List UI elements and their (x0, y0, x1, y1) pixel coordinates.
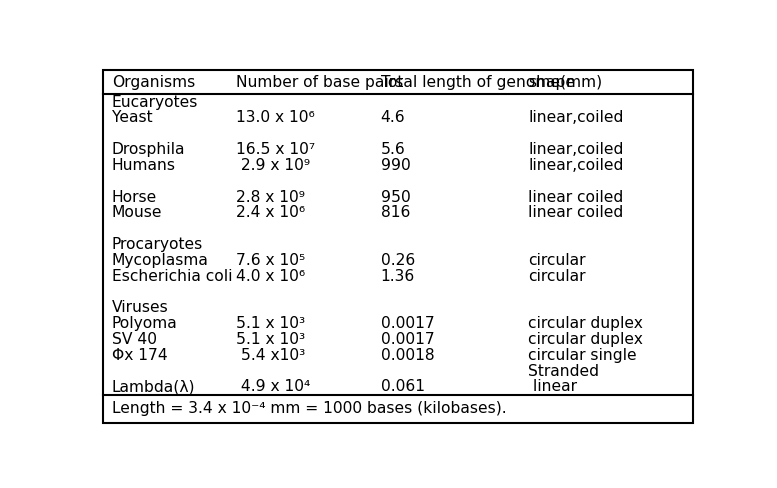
Text: Eucaryotes: Eucaryotes (112, 95, 198, 110)
Text: linear,coiled: linear,coiled (528, 110, 623, 125)
Text: 950: 950 (381, 190, 410, 204)
Text: 0.0018: 0.0018 (381, 348, 434, 363)
Text: circular duplex: circular duplex (528, 316, 643, 331)
Text: 0.061: 0.061 (381, 380, 424, 394)
Text: Mouse: Mouse (112, 205, 162, 221)
Text: Mycoplasma: Mycoplasma (112, 253, 209, 268)
Text: Procaryotes: Procaryotes (112, 237, 204, 252)
Text: Length = 3.4 x 10⁻⁴ mm = 1000 bases (kilobases).: Length = 3.4 x 10⁻⁴ mm = 1000 bases (kil… (112, 402, 507, 416)
Text: 7.6 x 10⁵: 7.6 x 10⁵ (236, 253, 305, 268)
Text: circular single: circular single (528, 348, 636, 363)
Text: 16.5 x 10⁷: 16.5 x 10⁷ (236, 142, 315, 157)
Text: Lambda(λ): Lambda(λ) (112, 380, 196, 394)
Text: Polyoma: Polyoma (112, 316, 178, 331)
Text: 13.0 x 10⁶: 13.0 x 10⁶ (236, 110, 315, 125)
Text: 2.4 x 10⁶: 2.4 x 10⁶ (236, 205, 305, 221)
Text: 990: 990 (381, 158, 410, 173)
Text: 4.9 x 10⁴: 4.9 x 10⁴ (236, 380, 310, 394)
Text: linear,coiled: linear,coiled (528, 142, 623, 157)
Text: Horse: Horse (112, 190, 157, 204)
Text: Number of base pairs: Number of base pairs (236, 75, 403, 89)
Text: linear: linear (528, 380, 577, 394)
Text: 0.0017: 0.0017 (381, 316, 434, 331)
Text: 2.9 x 10⁹: 2.9 x 10⁹ (236, 158, 310, 173)
Text: 0.26: 0.26 (381, 253, 415, 268)
Text: 4.6: 4.6 (381, 110, 405, 125)
Text: 5.6: 5.6 (381, 142, 406, 157)
Text: circular: circular (528, 253, 586, 268)
Text: 0.0017: 0.0017 (381, 332, 434, 347)
Text: linear,coiled: linear,coiled (528, 158, 623, 173)
Text: 5.1 x 10³: 5.1 x 10³ (236, 316, 305, 331)
Text: Humans: Humans (112, 158, 176, 173)
Text: Drosphila: Drosphila (112, 142, 186, 157)
Text: Escherichia coli: Escherichia coli (112, 269, 232, 284)
Text: linear coiled: linear coiled (528, 190, 623, 204)
Text: shape: shape (528, 75, 575, 89)
Text: circular: circular (528, 269, 586, 284)
Text: Organisms: Organisms (112, 75, 195, 89)
Text: 5.1 x 10³: 5.1 x 10³ (236, 332, 305, 347)
Text: circular duplex: circular duplex (528, 332, 643, 347)
Text: 2.8 x 10⁹: 2.8 x 10⁹ (236, 190, 305, 204)
Text: Total length of genome(mm): Total length of genome(mm) (381, 75, 601, 89)
Text: SV 40: SV 40 (112, 332, 157, 347)
Text: Viruses: Viruses (112, 300, 169, 315)
Text: linear coiled: linear coiled (528, 205, 623, 221)
Text: Φx 174: Φx 174 (112, 348, 168, 363)
Text: Stranded: Stranded (528, 364, 599, 379)
Text: Yeast: Yeast (112, 110, 152, 125)
Text: 5.4 x10³: 5.4 x10³ (236, 348, 305, 363)
FancyBboxPatch shape (103, 70, 693, 423)
Text: 1.36: 1.36 (381, 269, 415, 284)
Text: 816: 816 (381, 205, 410, 221)
Text: 4.0 x 10⁶: 4.0 x 10⁶ (236, 269, 305, 284)
